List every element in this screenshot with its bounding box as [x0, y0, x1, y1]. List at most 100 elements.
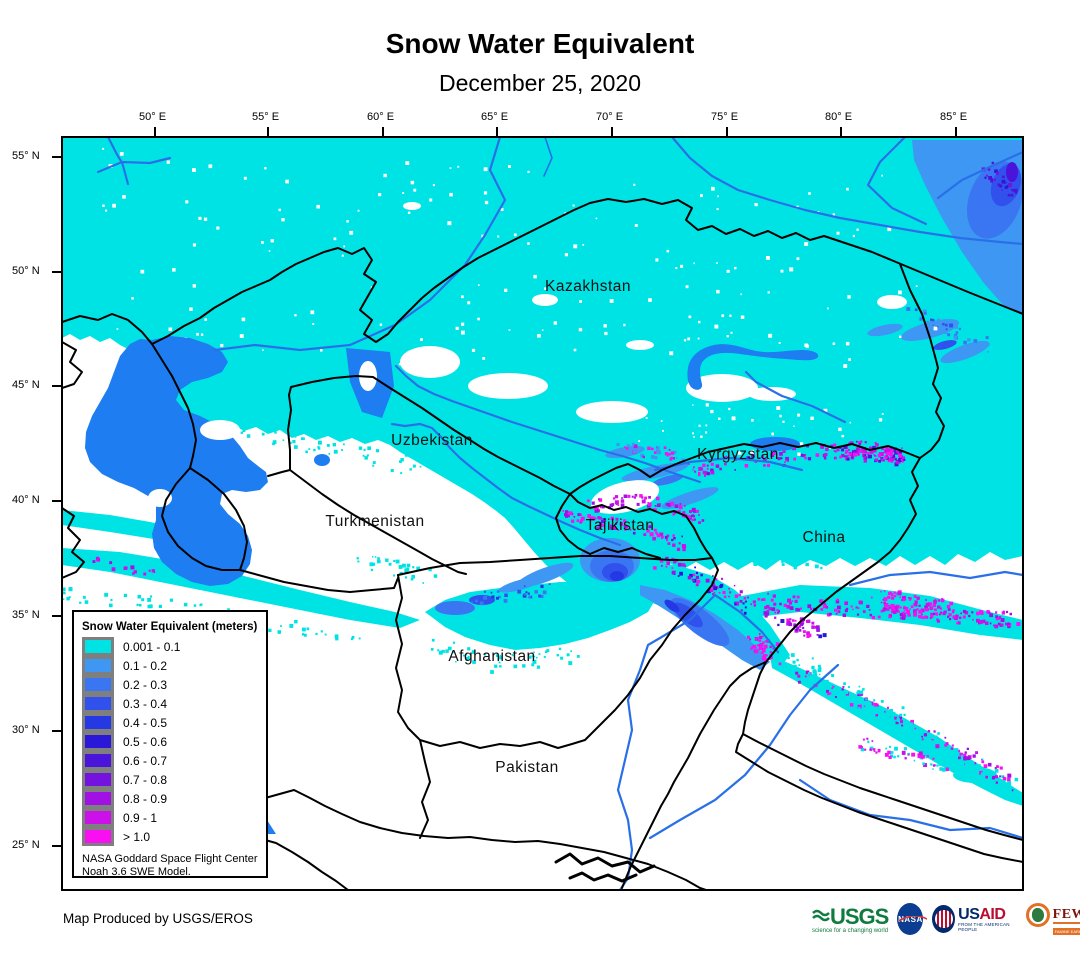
caspian-sea: [85, 336, 268, 586]
legend-item: 0.6 - 0.7: [82, 751, 266, 770]
legend-label: 0.6 - 0.7: [123, 753, 168, 768]
fewsnet-tagline: FAMINE EARLY WARNING SYSTEMS NETWORK: [1052, 928, 1080, 935]
legend-swatch: [82, 694, 114, 713]
legend-swatch: [82, 789, 114, 808]
longitude-tick-label: 65° E: [481, 111, 509, 123]
longitude-tick: [382, 127, 384, 137]
legend-swatch: [82, 827, 114, 846]
usaid-logo: USAID FROM THE AMERICAN PEOPLE: [932, 905, 1016, 933]
coastline: [257, 789, 707, 890]
latitude-tick-label: 45° N: [12, 379, 40, 391]
legend-label: 0.1 - 0.2: [123, 658, 168, 673]
latitude-tick-label: 55° N: [12, 150, 40, 162]
legend-item: 0.2 - 0.3: [82, 675, 266, 694]
usgs-tagline: science for a changing world: [812, 928, 889, 934]
legend-item: 0.1 - 0.2: [82, 656, 266, 675]
legend-credit: NASA Goddard Space Flight Center Noah 3.…: [82, 853, 258, 878]
country-label-china: China: [802, 529, 846, 546]
latitude-tick-label: 50° N: [12, 265, 40, 277]
nasa-logo: NASA: [897, 903, 928, 935]
snow-cyan-region: [62, 137, 1023, 600]
legend-item: 0.001 - 0.1: [82, 637, 266, 656]
legend-swatch: [82, 675, 114, 694]
legend-item: > 1.0: [82, 827, 266, 846]
longitude-tick: [726, 127, 728, 137]
legend-label: 0.9 - 1: [123, 810, 158, 825]
longitude-tick: [611, 127, 613, 137]
tian-shan-snow: [605, 445, 719, 509]
latitude-tick-label: 35° N: [12, 609, 40, 621]
longitude-tick: [267, 127, 269, 137]
country-label-tajikistan: Tajikistan: [585, 517, 655, 534]
longitude-tick-label: 50° E: [139, 111, 167, 123]
longitude-tick: [154, 127, 156, 137]
legend-box: Snow Water Equivalent (meters) 0.001 - 0…: [72, 610, 268, 878]
country-label-afghanistan: Afghanistan: [448, 648, 536, 665]
nasa-swoosh-icon: [899, 916, 928, 922]
latitude-tick: [52, 385, 62, 387]
country-label-kyrgyzstan: Kyrgyzstan: [697, 446, 779, 463]
longitude-tick: [496, 127, 498, 137]
lake-balkhash: [687, 344, 819, 390]
country-label-kazakhstan: Kazakhstan: [545, 278, 631, 295]
kunlun-snow-band: [720, 585, 1023, 640]
longitude-tick-label: 80° E: [825, 111, 853, 123]
usgs-wave-icon: [812, 909, 830, 922]
legend-item: 0.4 - 0.5: [82, 713, 266, 732]
longitude-tick-label: 60° E: [367, 111, 395, 123]
pamir-karakoram-snow: [498, 538, 790, 670]
altai-snow: [867, 140, 1023, 364]
page-date: December 25, 2020: [438, 70, 641, 96]
longitude-tick-label: 85° E: [940, 111, 968, 123]
map-frame: [61, 136, 1024, 891]
latitude-tick-label: 25° N: [12, 839, 40, 851]
longitude-tick-label: 70° E: [596, 111, 624, 123]
fewsnet-wordmark: FEWS NET: [1052, 907, 1080, 924]
legend-items: 0.001 - 0.1 0.1 - 0.2 0.2 - 0.3 0.3 - 0.4 0.…: [74, 637, 266, 846]
fewsnet-logo: FEWS NET FAMINE EARLY WARNING SYSTEMS NE…: [1025, 903, 1080, 935]
legend-label: 0.3 - 0.4: [123, 696, 168, 711]
usgs-wordmark: USGS: [830, 904, 889, 929]
country-label-uzbekistan: Uzbekistan: [391, 432, 473, 449]
longitude-tick: [840, 127, 842, 137]
latitude-tick: [52, 730, 62, 732]
afghanistan-snow-band: [425, 582, 655, 650]
usaid-tagline: FROM THE AMERICAN PEOPLE: [958, 921, 1010, 932]
legend-swatch: [82, 732, 114, 751]
legend-item: 0.8 - 0.9: [82, 789, 266, 808]
agency-logos: USGS science for a changing world NASA U…: [812, 903, 1080, 935]
latitude-tick-label: 30° N: [12, 724, 40, 736]
legend-swatch: [82, 656, 114, 675]
country-borders: [62, 198, 1023, 890]
legend-swatch: [82, 713, 114, 732]
legend-item: 0.9 - 1: [82, 808, 266, 827]
legend-title: Snow Water Equivalent (meters): [82, 621, 258, 633]
fewsnet-globe-icon: [1025, 903, 1050, 927]
legend-swatch: [82, 808, 114, 827]
page-title: Snow Water Equivalent: [385, 28, 695, 59]
legend-label: > 1.0: [123, 829, 151, 844]
legend-label: 0.8 - 0.9: [123, 791, 168, 806]
legend-item: 0.5 - 0.6: [82, 732, 266, 751]
latitude-tick-label: 40° N: [12, 494, 40, 506]
legend-label: 0.2 - 0.3: [123, 677, 168, 692]
legend-label: 0.4 - 0.5: [123, 715, 168, 730]
longitude-tick-label: 55° E: [252, 111, 280, 123]
legend-swatch: [82, 751, 114, 770]
country-label-turkmenistan: Turkmenistan: [325, 513, 425, 530]
rivers: [96, 137, 1023, 890]
legend-swatch: [82, 637, 114, 656]
legend-label: 0.001 - 0.1: [123, 639, 181, 654]
usaid-seal-icon: [932, 905, 956, 933]
footer-credit: Map Produced by USGS/EROS: [63, 911, 253, 926]
latitude-tick: [52, 845, 62, 847]
legend-swatch: [82, 770, 114, 789]
latitude-tick: [52, 271, 62, 273]
longitude-tick: [955, 127, 957, 137]
legend-label: 0.5 - 0.6: [123, 734, 168, 749]
legend-item: 0.3 - 0.4: [82, 694, 266, 713]
latitude-tick: [52, 615, 62, 617]
latitude-tick: [52, 500, 62, 502]
